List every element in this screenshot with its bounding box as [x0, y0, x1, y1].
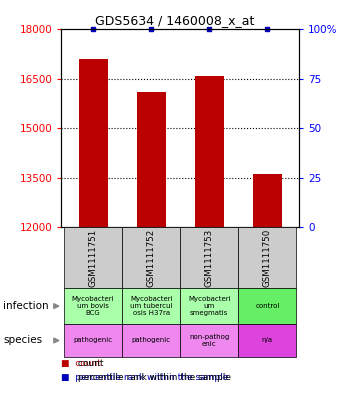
Point: [206, 26, 212, 33]
Text: pathogenic: pathogenic: [132, 338, 171, 343]
Point: [265, 26, 270, 33]
Bar: [180, 288, 238, 324]
Bar: [122, 324, 180, 357]
Text: GSM1111752: GSM1111752: [147, 228, 156, 286]
Bar: [79, 59, 108, 227]
Bar: [122, 227, 180, 288]
Point: [90, 26, 96, 33]
Text: ■  count: ■ count: [61, 358, 101, 367]
Text: GSM1111753: GSM1111753: [205, 228, 214, 286]
Text: Mycobacteri
um bovis
BCG: Mycobacteri um bovis BCG: [72, 296, 114, 316]
Text: infection: infection: [4, 301, 49, 311]
Text: count: count: [75, 358, 104, 367]
Text: non-pathog
enic: non-pathog enic: [189, 334, 229, 347]
Bar: [180, 324, 238, 357]
Bar: [238, 288, 296, 324]
Text: species: species: [4, 336, 43, 345]
Bar: [238, 227, 296, 288]
Text: n/a: n/a: [262, 338, 273, 343]
Text: Mycobacteri
um
smegmatis: Mycobacteri um smegmatis: [188, 296, 231, 316]
Text: GSM1111750: GSM1111750: [263, 228, 272, 286]
Bar: [137, 92, 166, 227]
Text: GSM1111751: GSM1111751: [89, 228, 98, 286]
Bar: [122, 288, 180, 324]
Text: control: control: [255, 303, 280, 309]
Text: pathogenic: pathogenic: [74, 338, 113, 343]
Text: Mycobacteri
um tubercul
osis H37ra: Mycobacteri um tubercul osis H37ra: [130, 296, 173, 316]
Bar: [64, 227, 122, 288]
Text: GDS5634 / 1460008_x_at: GDS5634 / 1460008_x_at: [95, 14, 255, 27]
Bar: [64, 288, 122, 324]
Bar: [64, 324, 122, 357]
Text: percentile rank within the sample: percentile rank within the sample: [75, 373, 231, 382]
Point: [148, 26, 154, 33]
Text: ■  percentile rank within the sample: ■ percentile rank within the sample: [61, 373, 229, 382]
Bar: [238, 324, 296, 357]
Bar: [253, 174, 282, 227]
Bar: [195, 75, 224, 227]
Bar: [180, 227, 238, 288]
